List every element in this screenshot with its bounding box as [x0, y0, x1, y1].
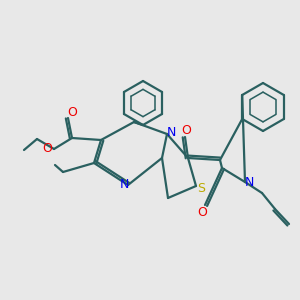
Text: N: N	[244, 176, 254, 188]
Text: O: O	[181, 124, 191, 136]
Text: N: N	[166, 125, 176, 139]
Text: O: O	[67, 106, 77, 119]
Text: O: O	[42, 142, 52, 155]
Text: S: S	[197, 182, 205, 194]
Text: N: N	[119, 178, 129, 191]
Text: O: O	[197, 206, 207, 220]
